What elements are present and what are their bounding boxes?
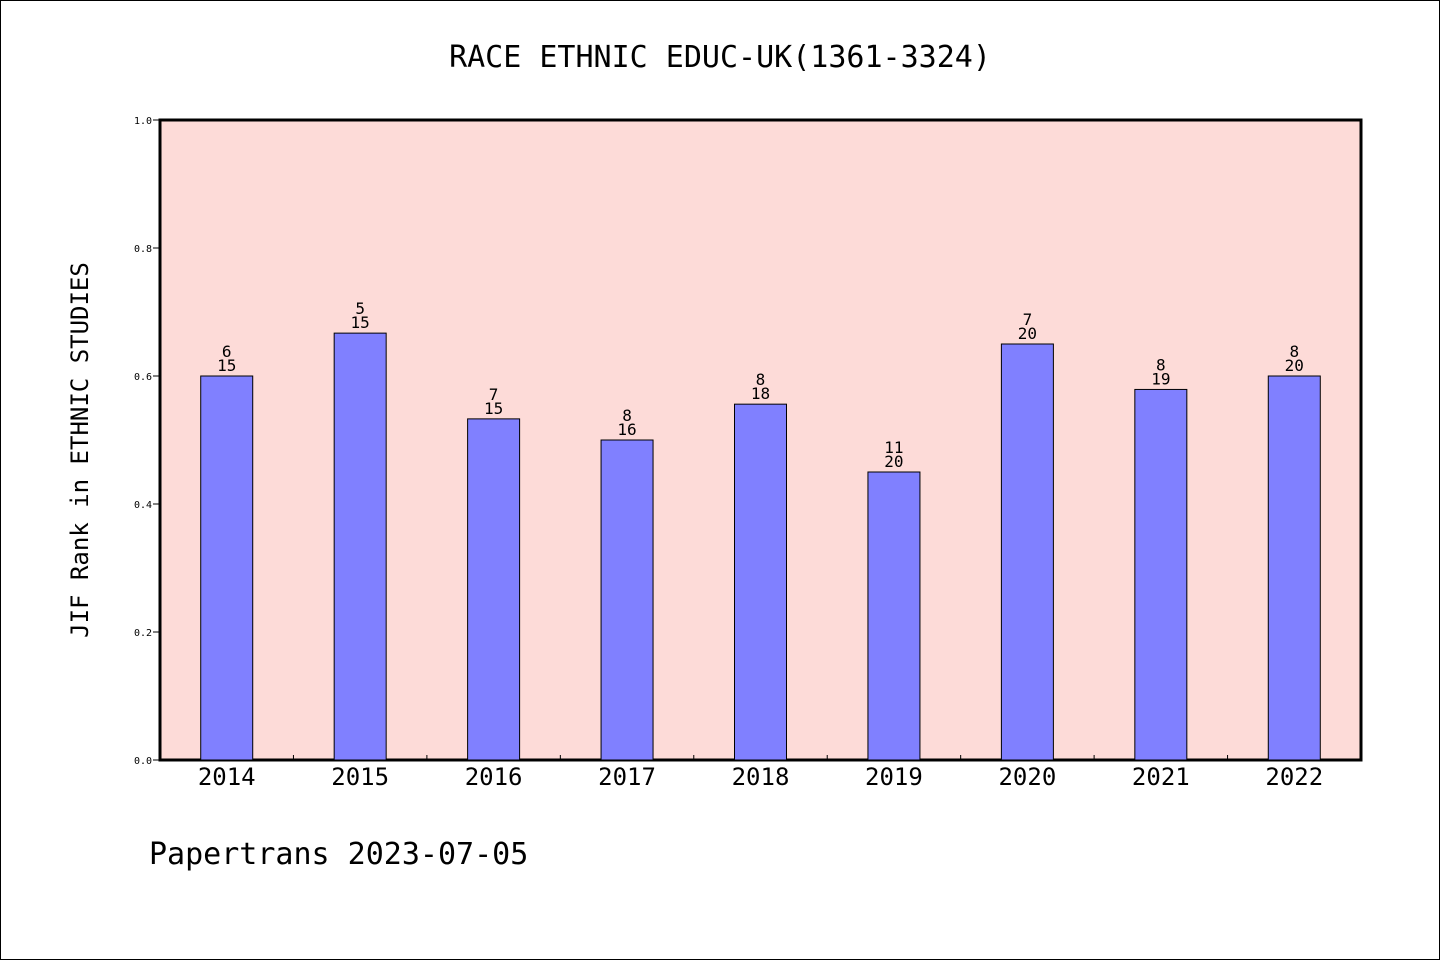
y-axis-ticks: 0.0 0.2 0.4 0.6 0.8 1.0 — [134, 116, 160, 767]
x-tick-label: 2018 — [732, 763, 790, 791]
x-tick-label: 2017 — [598, 763, 656, 791]
bar-2014 — [200, 375, 254, 761]
y-tick-label: 0.0 — [134, 756, 152, 767]
x-tick-label: 2015 — [331, 763, 389, 791]
bar-2015 — [333, 332, 387, 761]
y-tick-label: 0.8 — [134, 244, 152, 255]
y-tick-label: 0.2 — [134, 628, 152, 639]
footer-credit: Papertrans 2023-07-05 — [149, 837, 528, 872]
y-tick-label: 0.4 — [134, 500, 152, 511]
bar-total-label: 19 — [1151, 369, 1170, 388]
x-tick-label: 2014 — [198, 763, 256, 791]
bar-total-label: 15 — [484, 399, 503, 418]
bar-total-label: 15 — [217, 356, 236, 375]
bar-total-label: 20 — [884, 452, 903, 471]
bar-rank-label: 7 — [489, 385, 499, 404]
bar-2021 — [1134, 388, 1188, 761]
bar-total-label: 20 — [1285, 356, 1304, 375]
bar-rank-label: 8 — [756, 370, 766, 389]
bar-rank-label: 11 — [884, 438, 903, 457]
bar-rank-label: 6 — [222, 342, 232, 361]
x-tick-label: 2021 — [1132, 763, 1190, 791]
bar-2022 — [1267, 375, 1321, 761]
bar-2017 — [600, 439, 654, 761]
y-tick-label: 0.6 — [134, 372, 152, 383]
bar-total-label: 18 — [751, 384, 770, 403]
y-axis-label: JIF Rank in ETHNIC STUDIES — [66, 262, 94, 638]
bar-rank-label: 8 — [622, 406, 632, 425]
bar-2020 — [1000, 343, 1054, 761]
bar-2016 — [467, 418, 521, 761]
y-tick-label: 1.0 — [134, 116, 152, 127]
bar-rank-label: 8 — [1289, 342, 1299, 361]
bar-rank-label: 7 — [1023, 310, 1033, 329]
bar-2018 — [734, 403, 787, 761]
x-axis-ticks: 2014 2015 2016 2017 2018 2019 2020 2021 2022 — [198, 755, 1323, 791]
chart-title: RACE ETHNIC EDUC-UK(1361-3324) — [449, 40, 991, 75]
bar-2019 — [867, 471, 921, 761]
x-tick-label: 2016 — [465, 763, 523, 791]
x-tick-label: 2022 — [1265, 763, 1323, 791]
bar-rank-label: 5 — [355, 299, 365, 318]
bar-total-label: 20 — [1018, 324, 1037, 343]
x-tick-label: 2019 — [865, 763, 923, 791]
bar-total-label: 15 — [351, 313, 370, 332]
bar-rank-label: 8 — [1156, 355, 1166, 374]
bar-total-label: 16 — [617, 420, 636, 439]
x-tick-label: 2020 — [998, 763, 1056, 791]
